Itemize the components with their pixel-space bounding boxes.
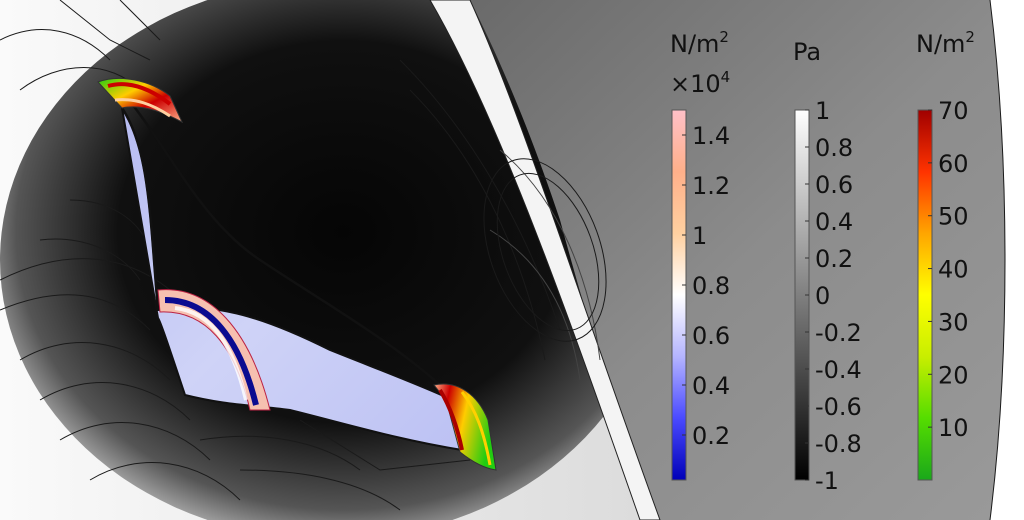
legend-stress-tick-label: 1 <box>692 222 707 250</box>
legend-shear-tick-label: 20 <box>938 361 969 389</box>
legend-stress-tick-label: 0.6 <box>692 322 730 350</box>
legend-shear-tick-label: 60 <box>938 150 969 178</box>
legend-stress-tick-label: 1.4 <box>692 122 730 150</box>
legend-pressure-tick-label: 0.8 <box>815 134 853 162</box>
legend-stress-tick-label: 0.4 <box>692 372 730 400</box>
legend-pressure-colorbar: Pa 1 0.8 0.6 0.4 0.2 0 -0.2 -0.4 -0.6 -0.8 -1 <box>793 38 862 495</box>
legend-pressure-tick-label: -0.6 <box>815 393 862 421</box>
legend-shear-unit-exponent: 2 <box>965 28 975 46</box>
legend-pressure-tick-label: 0.4 <box>815 208 853 236</box>
legend-pressure-tick-label: 1 <box>815 97 830 125</box>
legend-stress-tick-label: 0.8 <box>692 272 730 300</box>
legend-stress-bar <box>671 109 687 481</box>
legend-stress-multiplier-exponent: 4 <box>721 68 731 86</box>
legend-shear-tick-label: 70 <box>938 97 969 125</box>
legend-stress-tick-label: 1.2 <box>692 172 730 200</box>
legend-pressure-tick-label: -0.8 <box>815 430 862 458</box>
legend-stress-colorbar: N/m2 ×104 1.4 1.2 1 0.8 0.6 0.4 0.2 <box>670 28 730 481</box>
rim-strip <box>429 0 661 520</box>
legend-shear-bar <box>917 109 933 481</box>
blade <box>97 78 497 471</box>
legend-stress-unit: N/m2 <box>670 28 729 58</box>
legend-shear-colorbar: N/m2 70 60 50 40 30 20 10 <box>916 28 975 481</box>
mesh-wireframe <box>0 0 607 511</box>
legend-shear-tick-label: 30 <box>938 308 969 336</box>
legend-shear-tick-label: 40 <box>938 256 969 284</box>
legend-pressure-unit: Pa <box>793 38 821 66</box>
right-rim-edge <box>989 0 1006 520</box>
legend-shear-unit: N/m2 <box>916 28 975 58</box>
legend-stress-multiplier: ×104 <box>670 68 730 98</box>
legend-pressure-tick-label: 0.2 <box>815 245 853 273</box>
legend-pressure-tick-label: 0.6 <box>815 171 853 199</box>
legend-pressure-tick-label: 0 <box>815 282 830 310</box>
gray-disk <box>470 0 1024 520</box>
legend-pressure-tick-label: -0.4 <box>815 356 862 384</box>
right-rim <box>990 0 1024 520</box>
legend-pressure-tick-label: -0.2 <box>815 319 862 347</box>
legend-stress-unit-exponent: 2 <box>719 28 729 46</box>
legend-pressure-tick-label: -1 <box>815 467 839 495</box>
legend-shear-tick-label: 10 <box>938 414 969 442</box>
legend-stress-tick-label: 0.2 <box>692 422 730 450</box>
legend-shear-tick-label: 50 <box>938 203 969 231</box>
